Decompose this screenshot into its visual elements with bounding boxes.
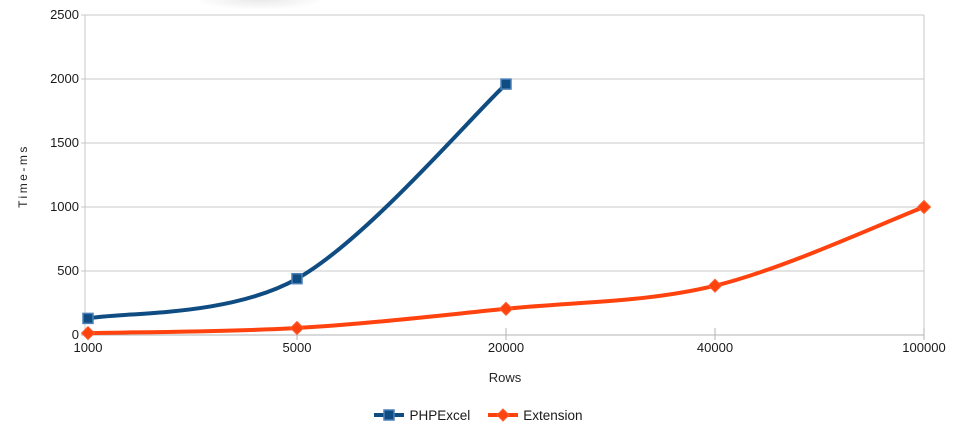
x-axis-title: Rows [488, 370, 522, 385]
legend-label-extension: Extension [523, 407, 583, 423]
legend-item-phpexcel: PHPExcel [374, 408, 470, 423]
chart-legend: PHPExcel Extension [0, 404, 957, 426]
extension-diamond-marker-icon [488, 408, 519, 422]
legend-item-extension: Extension [488, 407, 583, 423]
y-tick-label: 2000 [50, 71, 79, 86]
extension-data-point [707, 278, 723, 293]
phpexcel-square-marker-icon [374, 409, 405, 421]
legend-label-phpexcel: PHPExcel [409, 407, 471, 423]
y-tick-label: 500 [57, 263, 79, 278]
x-tick-label: 5000 [282, 340, 312, 355]
y-axis-title: Time-ms [16, 144, 30, 208]
x-tick-label: 1000 [73, 340, 103, 355]
phpexcel-data-point [500, 78, 512, 90]
x-tick-label: 40000 [696, 340, 734, 355]
phpexcel-data-point [291, 272, 303, 285]
extension-data-point [289, 320, 305, 336]
extension-data-point [916, 199, 932, 215]
phpexcel-data-point [82, 312, 94, 325]
y-tick-label: 1000 [50, 199, 79, 214]
x-tick-label: 20000 [487, 340, 525, 355]
x-tick-label: 100000 [902, 340, 946, 355]
y-tick-label: 1500 [50, 135, 79, 150]
y-tick-label: 0 [71, 327, 79, 342]
extension-data-point [498, 301, 514, 317]
y-tick-label: 2500 [50, 7, 79, 22]
extension-data-point [80, 325, 96, 341]
